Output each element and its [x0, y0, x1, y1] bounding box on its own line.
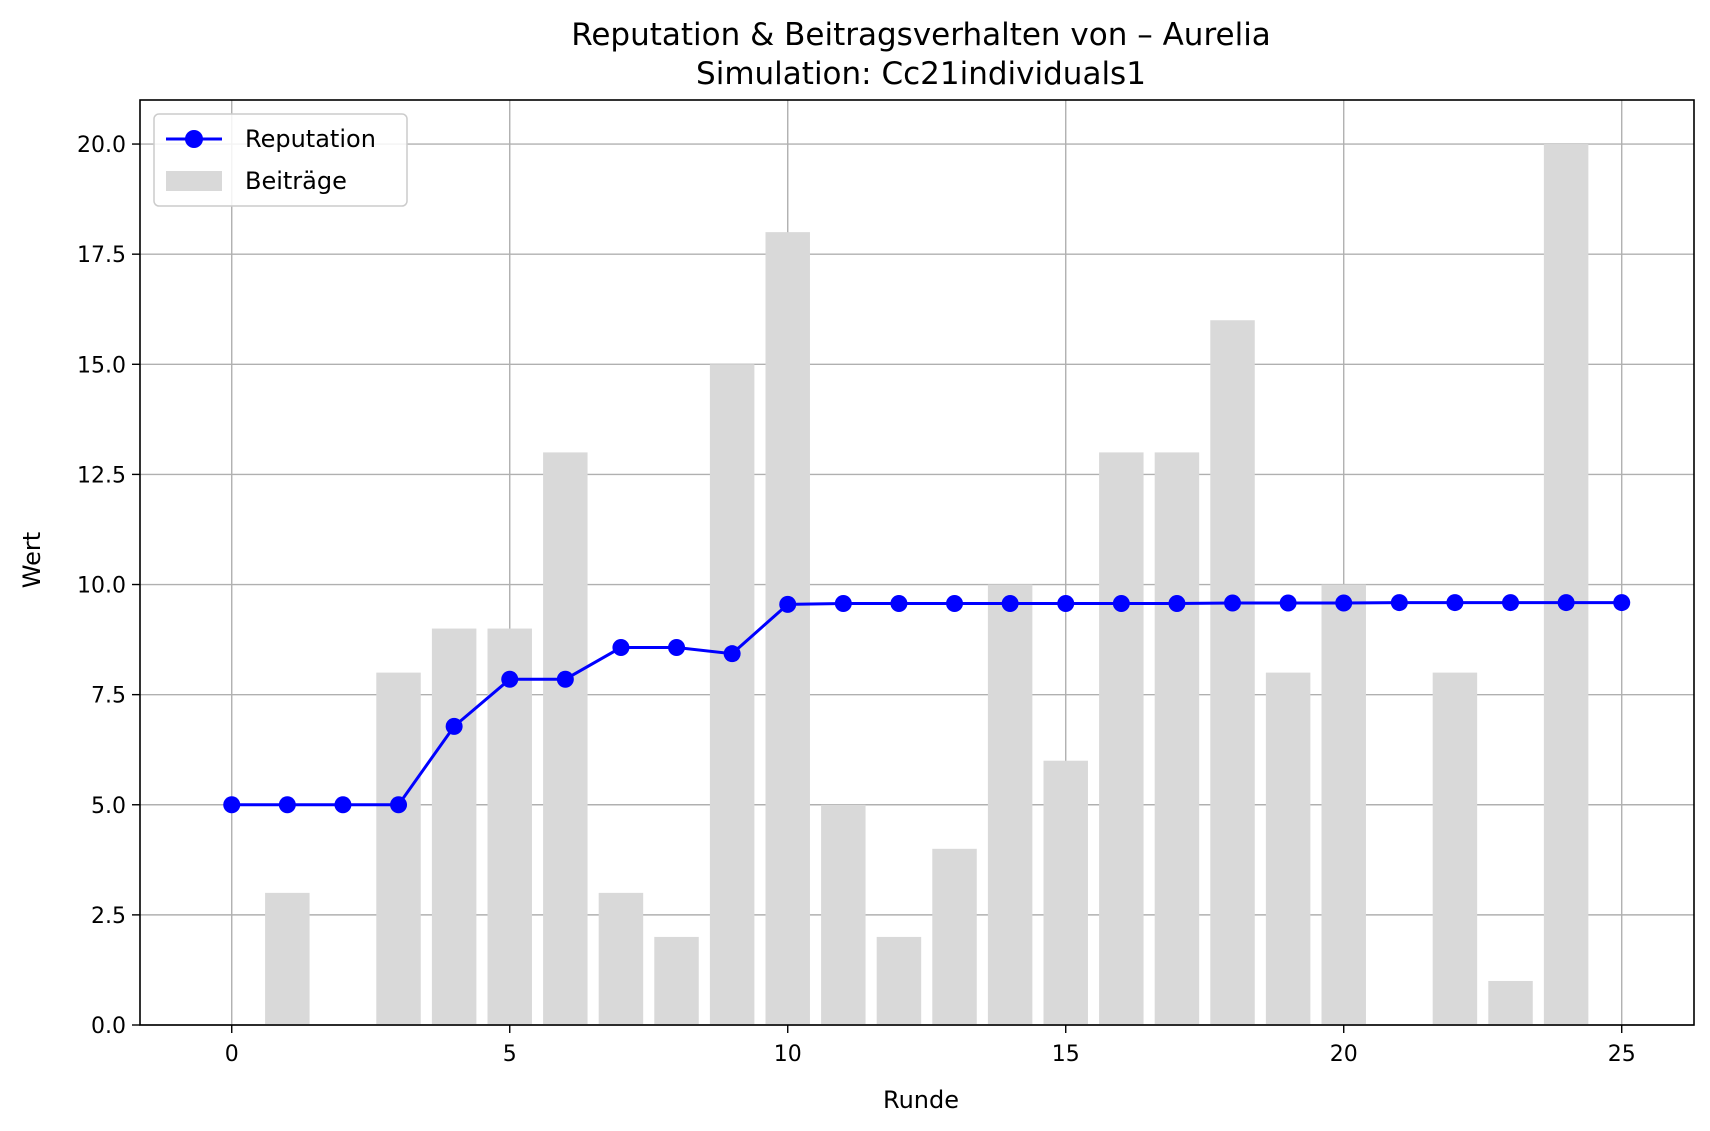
line-reputation: [223, 594, 1631, 814]
data-point: [1224, 594, 1242, 612]
data-point: [779, 595, 797, 613]
bar: [709, 364, 755, 1025]
data-point: [501, 670, 519, 688]
y-tick-label: 2.5: [91, 904, 126, 929]
x-tick-label: 15: [1052, 1042, 1080, 1067]
legend-label-reputation: Reputation: [245, 125, 376, 153]
chart-subtitle: Simulation: Cc21individuals1: [696, 56, 1146, 92]
bar: [1043, 760, 1088, 1025]
bar: [598, 892, 644, 1025]
x-axis-ticks: 0 5 10 15 20 25: [225, 1025, 1636, 1067]
data-point: [1057, 594, 1075, 612]
y-tick-label: 17.5: [77, 243, 126, 268]
data-point: [390, 796, 408, 814]
data-point: [445, 717, 463, 735]
data-point: [1613, 594, 1631, 612]
legend-reputation-marker: [185, 130, 203, 148]
data-point: [1557, 594, 1575, 612]
data-point: [1446, 594, 1464, 612]
data-point: [556, 670, 574, 688]
y-tick-label: 5.0: [91, 794, 126, 819]
bar: [543, 452, 588, 1025]
plot-frame: [139, 99, 1695, 1026]
data-point: [834, 594, 852, 612]
bar: [376, 672, 421, 1025]
data-point: [334, 796, 352, 814]
bar: [1099, 452, 1144, 1025]
bar: [654, 936, 699, 1025]
bar: [1265, 672, 1311, 1025]
x-axis-label: Runde: [883, 1086, 959, 1114]
chart-title: Reputation & Beitragsverhalten von – Aur…: [571, 17, 1271, 53]
y-tick-label: 15.0: [77, 353, 126, 378]
x-tick-label: 25: [1608, 1042, 1636, 1067]
plot-area: [139, 99, 1695, 1026]
y-tick-label: 12.5: [77, 463, 126, 488]
y-axis-label: Wert: [18, 532, 46, 588]
data-point: [1001, 594, 1019, 612]
data-point: [1390, 594, 1408, 612]
bar: [1543, 144, 1589, 1026]
bar: [265, 892, 310, 1025]
bar: [765, 232, 810, 1026]
data-point: [1502, 594, 1520, 612]
data-point: [1168, 594, 1186, 612]
bar: [431, 628, 477, 1025]
y-tick-label: 7.5: [91, 684, 126, 709]
data-point: [890, 594, 908, 612]
reputation-line: [231, 601, 1622, 807]
data-point: [1335, 594, 1353, 612]
bar: [932, 848, 977, 1025]
data-point: [612, 639, 630, 657]
bar: [1432, 672, 1478, 1025]
x-tick-label: 20: [1330, 1042, 1358, 1067]
data-point: [723, 645, 741, 663]
bar: [821, 804, 866, 1025]
bar: [1210, 320, 1255, 1025]
data-point: [223, 796, 241, 814]
bars-beitraege: [265, 144, 1589, 1026]
x-tick-label: 5: [503, 1042, 517, 1067]
bar: [487, 628, 532, 1025]
data-point: [668, 639, 686, 657]
legend: Reputation Beiträge: [153, 113, 408, 207]
bar: [876, 936, 922, 1025]
bar: [987, 584, 1033, 1025]
data-point: [278, 796, 296, 814]
bar: [1321, 584, 1366, 1025]
y-tick-label: 0.0: [91, 1014, 126, 1039]
y-axis-ticks: 0.0 2.5 5.0 7.5 10.0 12.5 15.0 17.5 20.0: [77, 133, 140, 1039]
data-point: [1112, 594, 1130, 612]
x-tick-label: 10: [774, 1042, 802, 1067]
y-tick-label: 20.0: [77, 133, 126, 158]
legend-beitraege-swatch: [166, 171, 222, 191]
y-tick-label: 10.0: [77, 574, 126, 599]
x-tick-label: 0: [225, 1042, 239, 1067]
data-point: [946, 594, 964, 612]
bar: [1154, 452, 1200, 1025]
legend-label-beitraege: Beiträge: [245, 167, 347, 195]
data-point: [1279, 594, 1297, 612]
bar: [1488, 980, 1533, 1025]
